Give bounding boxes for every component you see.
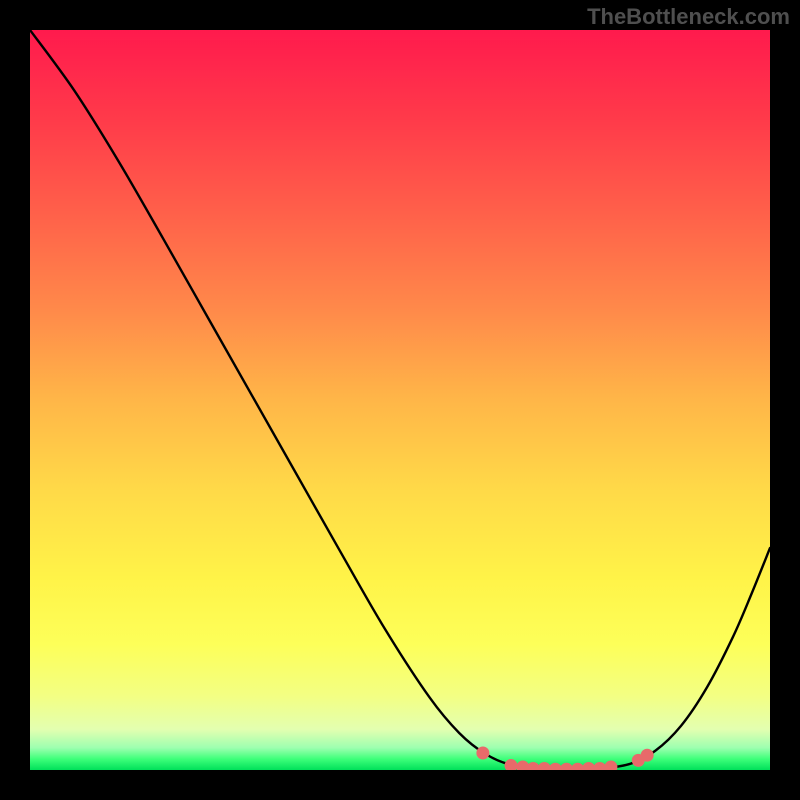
marker-dot (604, 761, 617, 770)
sweet-spot-markers (476, 746, 653, 770)
watermark-text: TheBottleneck.com (587, 4, 790, 30)
plot-area (30, 30, 770, 770)
marker-dot (476, 746, 489, 759)
marker-dot (641, 749, 654, 762)
marker-dot (560, 763, 573, 770)
marker-dot (549, 763, 562, 770)
curve-layer (30, 30, 770, 770)
marker-dot (505, 759, 518, 770)
bottleneck-curve (30, 30, 770, 770)
marker-dot (582, 762, 595, 770)
marker-dot (527, 762, 540, 770)
marker-dot (593, 762, 606, 770)
marker-dot (571, 763, 584, 770)
marker-dot (538, 762, 551, 770)
